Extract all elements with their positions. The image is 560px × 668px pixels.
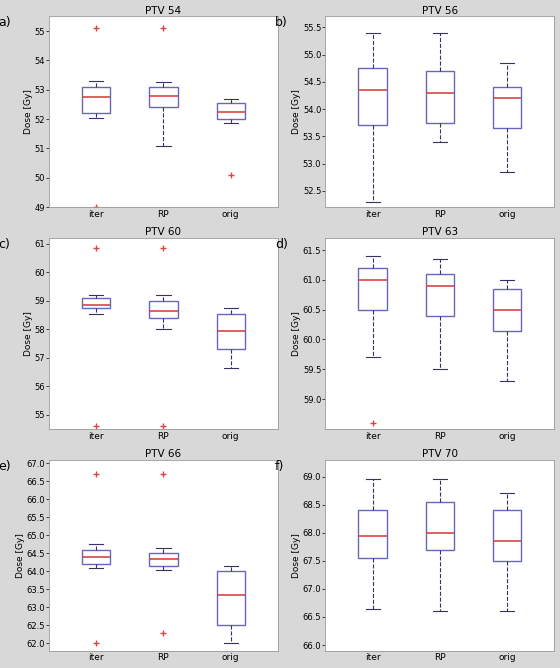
PathPatch shape — [150, 301, 178, 318]
Text: b): b) — [275, 16, 288, 29]
PathPatch shape — [426, 71, 454, 123]
PathPatch shape — [358, 268, 387, 310]
Title: PTV 54: PTV 54 — [146, 5, 181, 15]
PathPatch shape — [82, 298, 110, 308]
Text: d): d) — [275, 238, 288, 251]
Title: PTV 60: PTV 60 — [146, 227, 181, 237]
Y-axis label: Dose [Gy]: Dose [Gy] — [24, 311, 33, 356]
PathPatch shape — [426, 502, 454, 550]
Y-axis label: Dose [Gy]: Dose [Gy] — [292, 311, 301, 356]
Title: PTV 63: PTV 63 — [422, 227, 458, 237]
Text: c): c) — [0, 238, 11, 251]
Text: a): a) — [0, 16, 11, 29]
PathPatch shape — [82, 550, 110, 564]
PathPatch shape — [493, 88, 521, 128]
Y-axis label: Dose [Gy]: Dose [Gy] — [292, 533, 301, 578]
PathPatch shape — [426, 274, 454, 315]
Y-axis label: Dose [Gy]: Dose [Gy] — [24, 90, 33, 134]
PathPatch shape — [217, 571, 245, 625]
PathPatch shape — [493, 510, 521, 561]
Title: PTV 70: PTV 70 — [422, 449, 458, 459]
Y-axis label: Dose [Gy]: Dose [Gy] — [292, 90, 301, 134]
PathPatch shape — [217, 313, 245, 349]
PathPatch shape — [217, 103, 245, 119]
PathPatch shape — [358, 510, 387, 558]
PathPatch shape — [150, 87, 178, 108]
PathPatch shape — [358, 68, 387, 126]
Y-axis label: Dose [Gy]: Dose [Gy] — [16, 533, 25, 578]
PathPatch shape — [82, 87, 110, 114]
Title: PTV 56: PTV 56 — [422, 5, 458, 15]
PathPatch shape — [493, 289, 521, 331]
Text: f): f) — [275, 460, 284, 473]
Title: PTV 66: PTV 66 — [146, 449, 181, 459]
PathPatch shape — [150, 554, 178, 566]
Text: e): e) — [0, 460, 11, 473]
